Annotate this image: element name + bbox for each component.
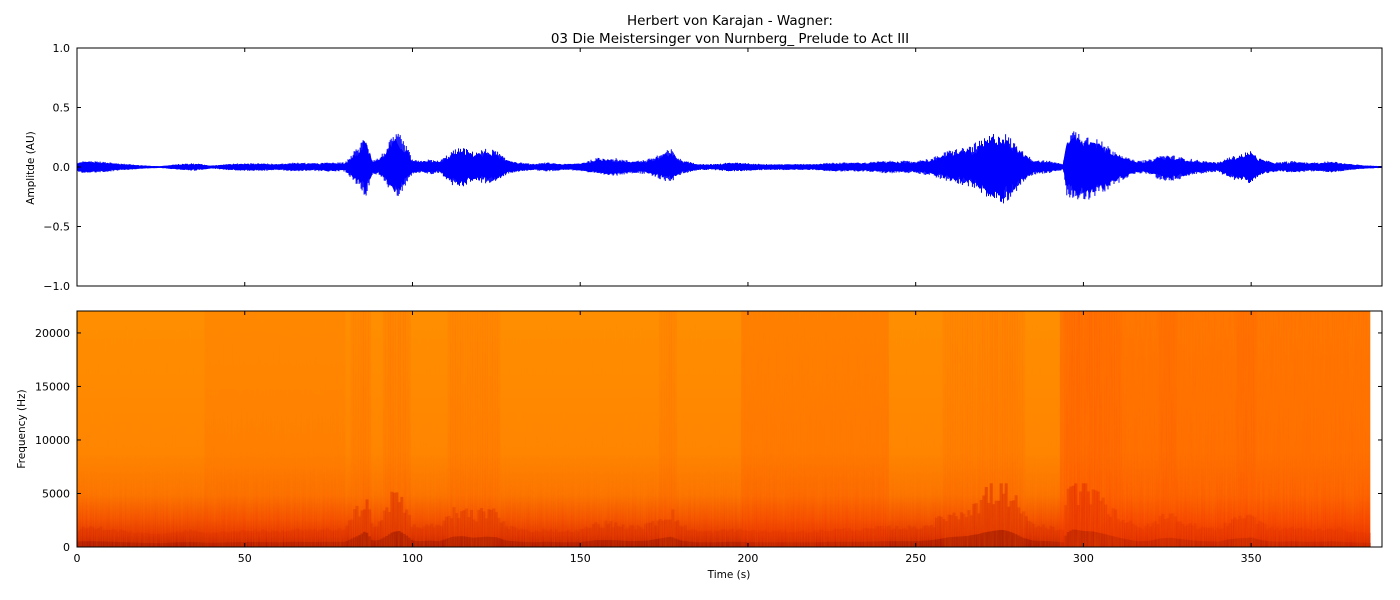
xtick-label: 200 [737,552,758,565]
spectrogram-frame [76,310,1383,548]
spectrogram-noise [77,311,1371,547]
spectrogram-xticks: 0 50 100 150 200 250 300 350 [74,311,1262,565]
xtick-label: 150 [570,552,591,565]
ytick-label: 0.5 [53,102,71,115]
ytick-label: 15000 [35,380,70,393]
ytick-label: 5000 [42,487,70,500]
spectrogram-ylabel: Frequency (Hz) [16,389,28,468]
ytick-label: 1.0 [53,42,71,55]
ytick-label: 0 [63,541,70,554]
xtick-label: 300 [1073,552,1094,565]
ytick-label: 20000 [35,327,70,340]
xtick-label: 50 [238,552,252,565]
ytick-label: 10000 [35,434,70,447]
chart-title-line1: Herbert von Karajan - Wagner: [627,13,833,29]
waveform-ylabel: Amplitde (AU) [25,131,37,205]
chart-title: Herbert von Karajan - Wagner: 03 Die Mei… [0,12,1400,48]
waveform-yticks: 1.0 0.5 0.0 −0.5 −1.0 [43,42,1382,293]
waveform-spikes [77,131,1382,204]
waveform-xticks [76,48,1252,286]
ytick-label: 0.0 [53,161,71,174]
ytick-label: −1.0 [43,280,70,293]
xtick-label: 350 [1241,552,1262,565]
xtick-label: 0 [74,552,81,565]
xtick-label: 100 [402,552,423,565]
spectrogram-yticks: 0 5000 10000 15000 20000 [35,327,1382,554]
chart-title-line2: 03 Die Meistersinger von Nurnberg_ Prelu… [550,31,910,47]
spectrogram-axes: 0 5000 10000 15000 20000 0 50 100 150 200 250 300 3… [16,310,1383,581]
ytick-label: −0.5 [43,221,70,234]
spectrogram-xlabel: Time (s) [707,569,751,581]
xtick-label: 250 [905,552,926,565]
waveform-axes: 1.0 0.5 0.0 −0.5 −1.0 Amplitde (AU) [25,42,1383,293]
